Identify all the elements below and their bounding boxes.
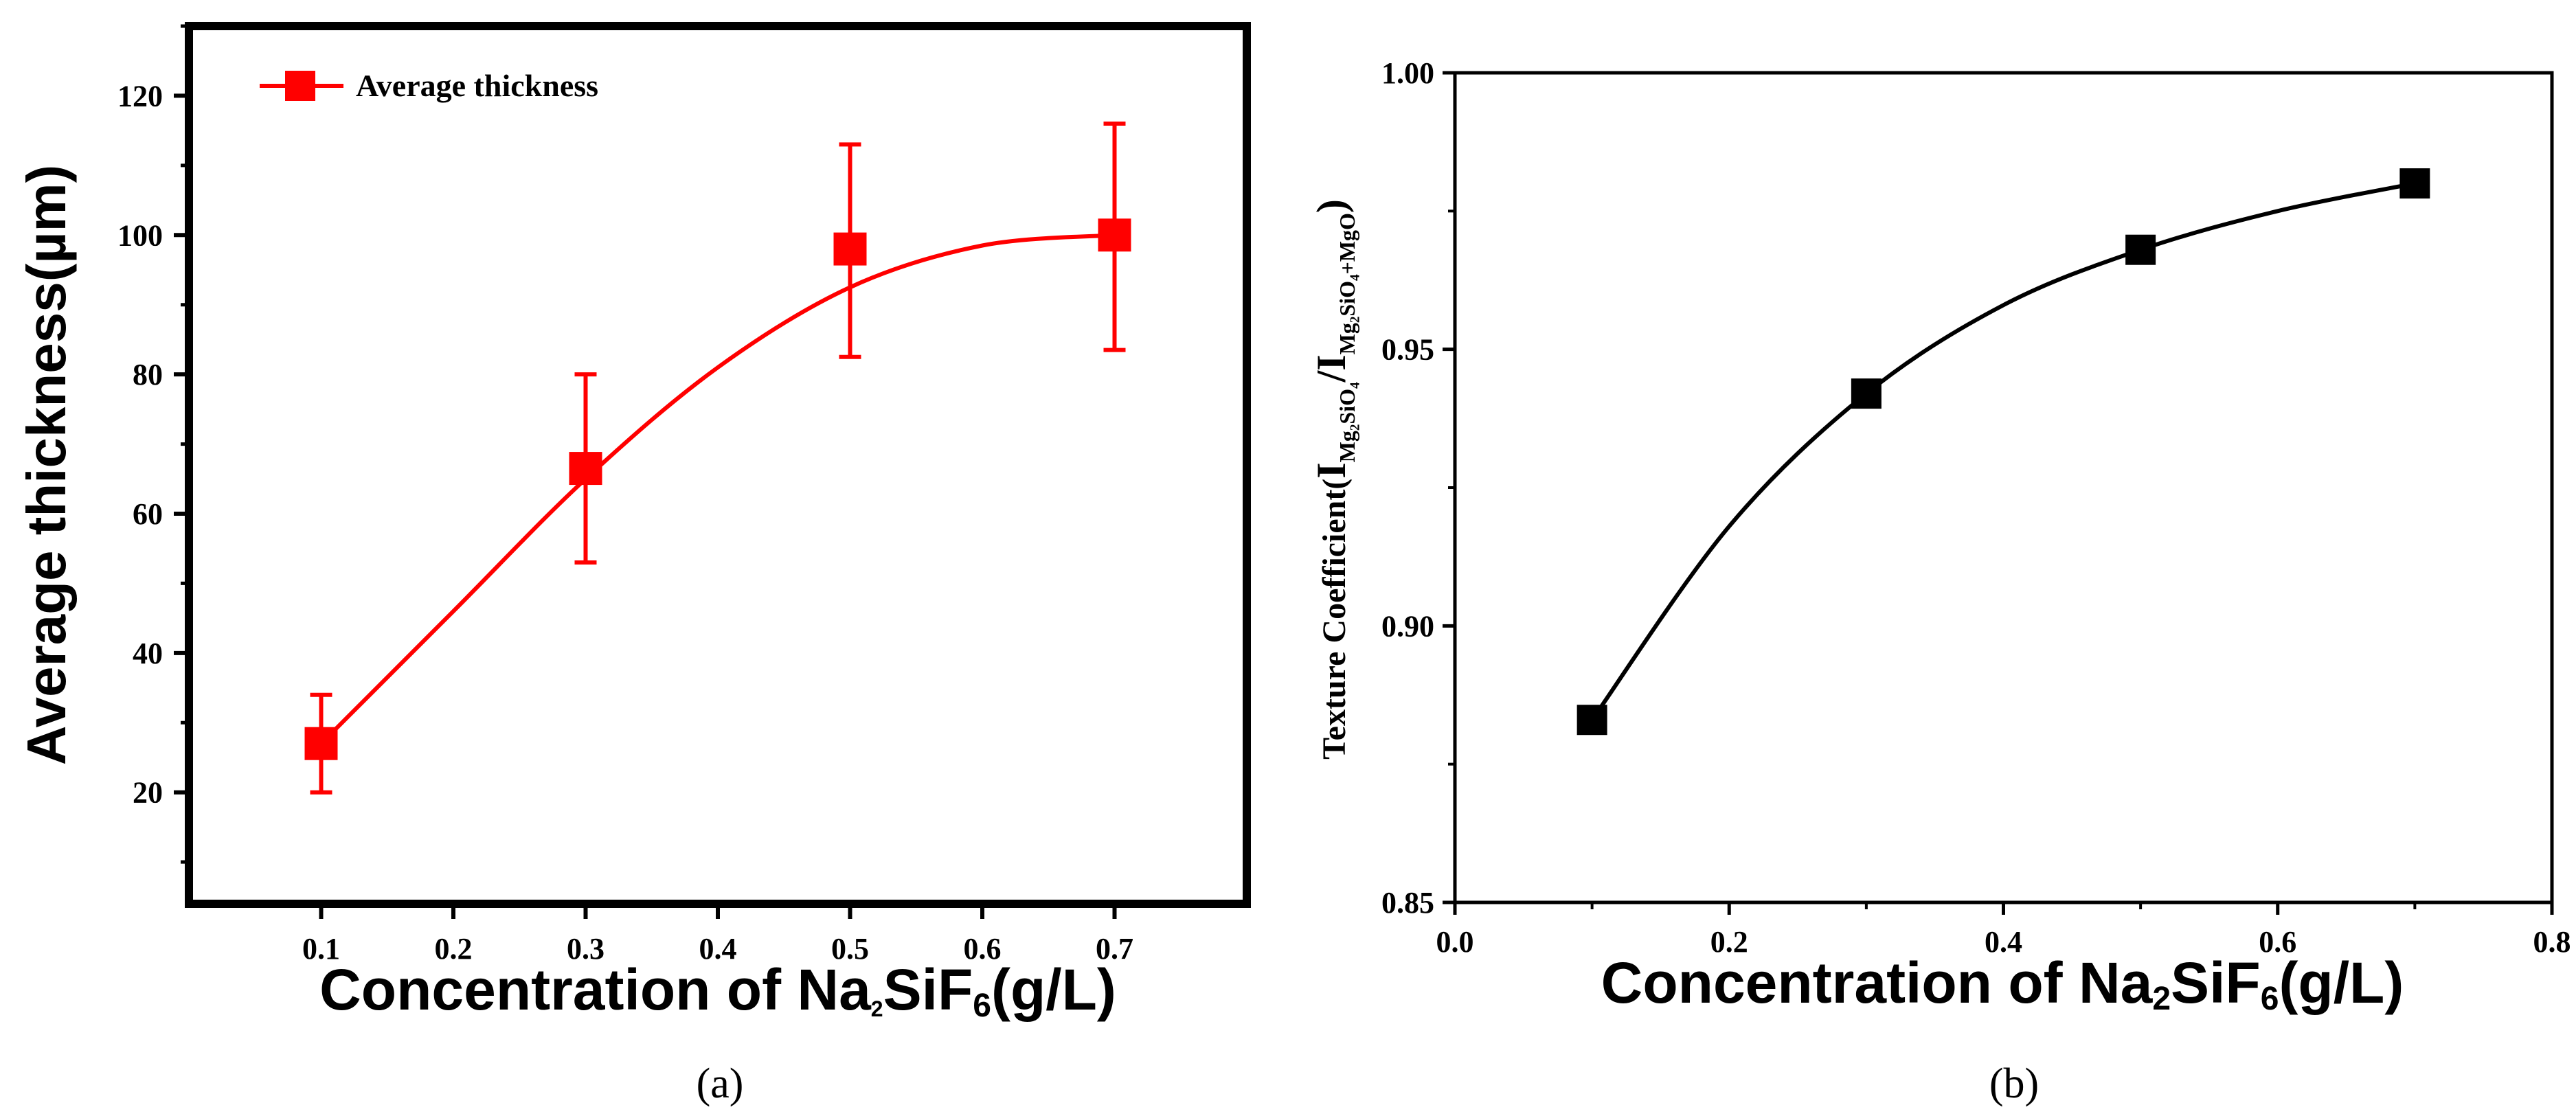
x-tick-label: 0.7 [1096, 932, 1133, 966]
data-point [1851, 378, 1882, 409]
x-axis-title-b: Concentration of Na2SiF6(g/L) [1601, 950, 2404, 1017]
legend-label: Average thickness [356, 68, 598, 103]
y-tick-label: 120 [117, 79, 163, 113]
y-tick-label: 0.85 [1381, 886, 1434, 920]
x-ticks-b: 0.0 0.2 0.4 0.6 0.8 [1436, 902, 2571, 959]
x-tick-label: 0.6 [2259, 925, 2296, 959]
x-tick-label: 0.4 [699, 932, 737, 966]
data-point [2125, 234, 2156, 265]
y-tick-label: 20 [133, 776, 163, 810]
data-point [1577, 705, 1607, 736]
x-ticks-a: 0.1 0.2 0.3 0.4 0.5 0.6 0.7 [302, 900, 1133, 966]
x-tick-label: 0.2 [1710, 925, 1748, 959]
y-tick-label: 40 [133, 637, 163, 670]
x-axis-title-a: Concentration of Na2SiF6(g/L) [319, 957, 1116, 1024]
y-tick-label: 0.95 [1381, 333, 1434, 367]
x-tick-label: 0.8 [2533, 925, 2571, 959]
data-series-a [304, 122, 1131, 795]
y-tick-label: 80 [133, 358, 163, 391]
data-point [2399, 168, 2430, 199]
y-tick-label: 60 [133, 497, 163, 531]
x-tick-label: 0.0 [1436, 925, 1474, 959]
legend-marker [285, 71, 315, 101]
data-point [833, 232, 867, 266]
x-tick-label: 0.5 [831, 932, 869, 966]
y-axis-title-a: Average thickness(µm) [16, 165, 77, 766]
data-point [304, 727, 338, 760]
panel-a: 0.1 0.2 0.3 0.4 0.5 0.6 0.7 20 40 60 80 100 120 Ave… [16, 22, 1251, 1107]
y-ticks-b: 0.85 0.90 0.95 1.00 [1381, 56, 1455, 920]
x-tick-label: 0.3 [567, 932, 605, 966]
fit-curve-b [1590, 181, 2415, 721]
legend-a: Average thickness [260, 68, 598, 103]
x-tick-label: 0.2 [435, 932, 473, 966]
plot-frame-b [1453, 71, 2554, 904]
panel-b: 0.0 0.2 0.4 0.6 0.8 0.85 0.90 0.95 1.00 Texture… [1309, 56, 2571, 1107]
y-tick-label: 1.00 [1381, 56, 1434, 90]
panel-label-b: (b) [1989, 1060, 2039, 1107]
data-series-b [1577, 168, 2430, 736]
y-ticks-a: 20 40 60 80 100 120 [117, 24, 193, 864]
y-tick-label: 100 [117, 218, 163, 252]
plot-frame-a [185, 22, 1251, 908]
panel-label-a: (a) [697, 1060, 744, 1107]
data-point [1098, 218, 1131, 252]
x-tick-label: 0.4 [1985, 925, 2022, 959]
y-tick-label: 0.90 [1381, 609, 1434, 643]
fit-curve-a [319, 233, 1115, 745]
y-axis-title-b: Texture Coefficient(IMg₂SiO₄/IMg₂SiO₄+Mg… [1309, 199, 1359, 760]
data-point [569, 452, 602, 486]
x-tick-label: 0.1 [302, 932, 340, 966]
x-tick-label: 0.6 [964, 932, 1002, 966]
